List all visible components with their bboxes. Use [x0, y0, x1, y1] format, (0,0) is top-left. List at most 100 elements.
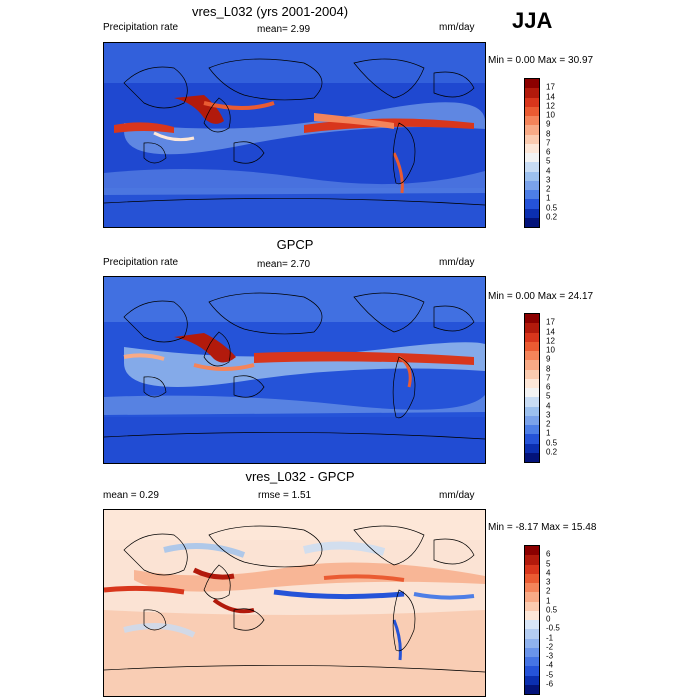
colorbar-label: 2	[546, 184, 551, 194]
colorbar-swatch	[525, 360, 539, 370]
panel3-title: vres_L032 - GPCP	[245, 469, 355, 484]
colorbar-label: 0.2	[546, 447, 558, 457]
panel3-minmax: Min = -8.17 Max = 15.48	[488, 522, 597, 533]
colorbar-swatch	[525, 323, 539, 333]
colorbar-swatch	[525, 369, 539, 379]
panel3-rmse: rmse = 1.51	[258, 490, 312, 501]
colorbar-swatch	[525, 675, 539, 685]
colorbar-swatch	[525, 332, 539, 342]
colorbar-label: 8	[546, 129, 551, 138]
colorbar-swatch	[525, 199, 539, 209]
colorbar-swatch	[525, 388, 539, 398]
colorbar-swatch	[525, 171, 539, 181]
colorbar-label: 2	[546, 419, 551, 429]
colorbar-swatch	[525, 657, 539, 667]
colorbar-label: 12	[546, 101, 555, 111]
colorbar-swatch	[525, 452, 539, 462]
colorbar-label: -0.5	[546, 623, 560, 633]
colorbar-label: 10	[546, 345, 555, 355]
colorbar-label: 4	[546, 568, 551, 578]
colorbar-label: -4	[546, 660, 554, 670]
colorbar-label: -1	[546, 633, 554, 642]
colorbar-label: 6	[546, 147, 551, 157]
colorbar-label: 0.5	[546, 203, 558, 212]
colorbar-label: 7	[546, 138, 551, 148]
panel3-map	[103, 509, 486, 697]
colorbar-label: 5	[546, 559, 551, 568]
panel3-units: mm/day	[439, 490, 475, 501]
panel1-units: mm/day	[439, 22, 475, 33]
colorbar-swatch	[525, 341, 539, 351]
colorbar-swatch	[525, 583, 539, 593]
colorbar-label: 9	[546, 354, 551, 364]
panel2-minmax: Min = 0.00 Max = 24.17	[488, 291, 594, 302]
colorbar-swatch	[525, 564, 539, 574]
colorbar-swatch	[525, 153, 539, 163]
colorbar-swatch	[525, 208, 539, 218]
colorbar-swatch	[525, 629, 539, 639]
colorbar-swatch	[525, 397, 539, 407]
colorbar-swatch	[525, 647, 539, 657]
colorbar-label: 1	[546, 193, 551, 203]
colorbar-label: 5	[546, 156, 551, 166]
colorbar-swatch	[525, 217, 539, 227]
colorbar-swatch	[525, 406, 539, 416]
colorbar-swatch	[525, 638, 539, 648]
colorbar-label: 8	[546, 364, 551, 373]
colorbar-swatch	[525, 415, 539, 425]
colorbar-swatch	[525, 116, 539, 126]
colorbar-label: 12	[546, 336, 555, 346]
colorbar-label: 3	[546, 577, 551, 587]
colorbar-swatch	[525, 601, 539, 611]
colorbar-label: 2	[546, 586, 551, 596]
colorbar-label: 17	[546, 82, 555, 92]
colorbar-swatch	[525, 134, 539, 144]
colorbar-swatch	[525, 180, 539, 190]
colorbar-label: 0	[546, 614, 551, 624]
colorbar-label: 14	[546, 92, 555, 101]
colorbar-swatch	[525, 425, 539, 435]
colorbar-swatch	[525, 314, 539, 324]
colorbar-swatch	[525, 546, 539, 556]
panel2-mean: mean= 2.70	[257, 259, 311, 270]
colorbar-label: 6	[546, 382, 551, 392]
colorbar-label: 7	[546, 373, 551, 383]
colorbar-label: -6	[546, 679, 554, 689]
colorbar-label: 0.5	[546, 605, 558, 615]
panel3-map-svg	[104, 510, 485, 696]
panel2-map-svg	[104, 277, 485, 463]
colorbar-swatch	[525, 434, 539, 444]
panel1-map	[103, 42, 486, 228]
colorbar-label: 0.2	[546, 212, 558, 222]
panel3-colorbar	[524, 545, 540, 695]
colorbar-label: -2	[546, 642, 554, 652]
colorbar-label: 4	[546, 166, 551, 175]
colorbar-swatch	[525, 190, 539, 200]
panel2-left-label: Precipitation rate	[103, 257, 179, 268]
panel1-minmax: Min = 0.00 Max = 30.97	[488, 55, 594, 66]
panel1-mean: mean= 2.99	[257, 24, 311, 35]
colorbar-swatch	[525, 684, 539, 694]
panel2-map	[103, 276, 486, 464]
colorbar-swatch	[525, 97, 539, 107]
colorbar-label: 0.5	[546, 438, 558, 447]
colorbar-label: 6	[546, 549, 551, 559]
colorbar-label: 3	[546, 410, 551, 420]
colorbar-label: 1	[546, 428, 551, 438]
colorbar-label: 1	[546, 596, 551, 605]
colorbar-swatch	[525, 143, 539, 153]
colorbar-swatch	[525, 162, 539, 172]
colorbar-swatch	[525, 378, 539, 388]
colorbar-swatch	[525, 555, 539, 565]
panel1-left-label: Precipitation rate	[103, 22, 179, 33]
colorbar-label: -5	[546, 670, 554, 679]
colorbar-label: 4	[546, 401, 551, 410]
panel1-colorbar	[524, 78, 540, 228]
colorbar-label: -3	[546, 651, 554, 661]
colorbar-swatch	[525, 592, 539, 602]
colorbar-swatch	[525, 620, 539, 630]
panel1-map-svg	[104, 43, 485, 227]
panel2-units: mm/day	[439, 257, 475, 268]
colorbar-label: 5	[546, 391, 551, 401]
colorbar-label: 17	[546, 317, 555, 327]
